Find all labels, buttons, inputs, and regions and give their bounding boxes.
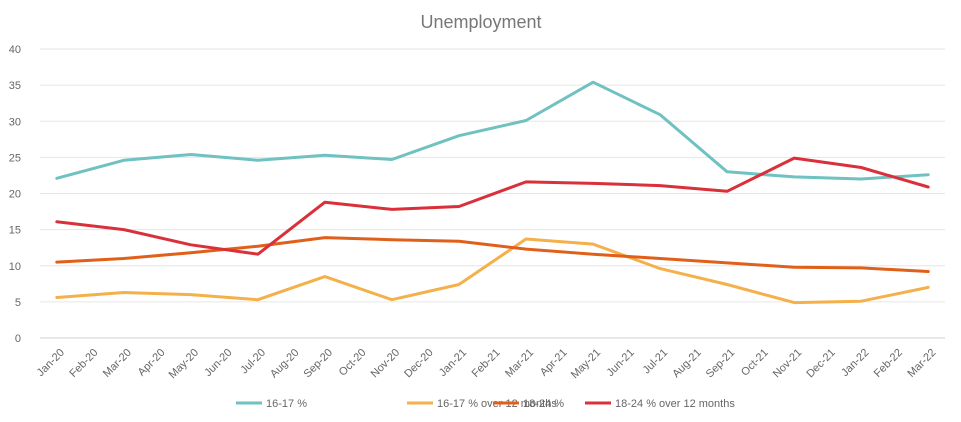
series-line xyxy=(55,237,930,305)
legend-label: 18-24 % over 12 months xyxy=(615,398,735,410)
x-tick-label: Feb-21 xyxy=(470,347,503,380)
series-line xyxy=(55,236,930,273)
y-tick-label: 35 xyxy=(9,80,21,92)
x-tick-label: Jul-20 xyxy=(238,347,268,377)
y-tick-label: 5 xyxy=(15,297,21,309)
chart-title: Unemployment xyxy=(420,12,541,32)
series-lines xyxy=(55,80,930,305)
x-tick-label: Nov-21 xyxy=(771,347,805,381)
y-tick-label: 15 xyxy=(9,225,21,237)
x-axis-ticks: Jan-20 Feb-20 Mar-20 Apr-20 May-20 Jun-20 Jul-… xyxy=(35,347,939,381)
x-tick-label: Apr-20 xyxy=(136,347,168,379)
x-tick-label: Aug-21 xyxy=(670,347,704,381)
x-tick-label: Mar-20 xyxy=(101,347,134,380)
legend-label: 18-24 % xyxy=(523,398,564,410)
x-tick-label: May-20 xyxy=(167,347,201,381)
x-tick-label: Mar-21 xyxy=(503,347,536,380)
y-tick-label: 20 xyxy=(9,189,21,201)
series-line xyxy=(55,80,930,181)
x-tick-label: Jul-21 xyxy=(641,347,671,377)
x-tick-label: Sep-21 xyxy=(704,347,738,381)
x-tick-label: Nov-20 xyxy=(369,347,403,381)
x-tick-label: Dec-21 xyxy=(804,347,838,381)
x-tick-label: May-21 xyxy=(569,347,603,381)
series-line xyxy=(55,156,930,256)
x-tick-label: Aug-20 xyxy=(268,347,302,381)
y-tick-label: 30 xyxy=(9,116,21,128)
x-tick-label: Jun-21 xyxy=(605,347,637,379)
x-tick-label: Oct-20 xyxy=(337,347,369,379)
y-tick-label: 40 xyxy=(9,44,21,56)
x-tick-label: Dec-20 xyxy=(402,347,436,381)
x-tick-label: Jan-22 xyxy=(839,347,871,379)
x-tick-label: Sep-20 xyxy=(302,347,336,381)
x-tick-label: Feb-22 xyxy=(872,347,905,380)
x-tick-label: Oct-21 xyxy=(739,347,771,379)
x-tick-label: Mar-22 xyxy=(905,347,938,380)
x-tick-label: Jan-20 xyxy=(35,347,67,379)
y-tick-label: 25 xyxy=(9,152,21,164)
y-tick-label: 10 xyxy=(9,261,21,273)
x-tick-label: Jan-21 xyxy=(437,347,469,379)
legend-label: 16-17 % xyxy=(266,398,307,410)
x-tick-label: Feb-20 xyxy=(67,347,100,380)
y-axis-ticks: 0 5 10 15 20 25 30 35 40 xyxy=(9,44,21,345)
x-tick-label: Apr-21 xyxy=(538,347,570,379)
y-tick-label: 0 xyxy=(15,333,21,345)
x-tick-label: Jun-20 xyxy=(202,347,234,379)
